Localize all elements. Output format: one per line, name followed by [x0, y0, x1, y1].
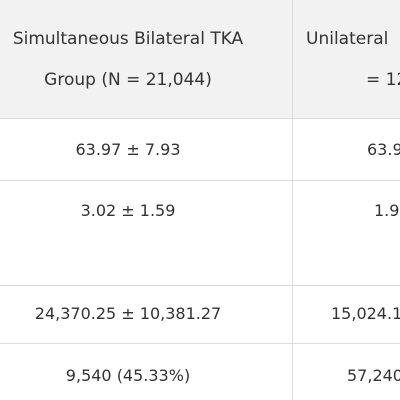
row-border [0, 285, 400, 286]
cell: 63.97 ± 7.93 [75, 140, 181, 159]
cell: 24,370.25 ± 10,381.27 [34, 304, 222, 323]
cell: 1.9 [374, 201, 400, 220]
header-cell: Unilateral [306, 29, 389, 49]
cell: 9,540 (45.33%) [65, 366, 191, 385]
row-border [0, 343, 400, 344]
header-cell: = 12 [366, 70, 400, 90]
cell: 3.02 ± 1.59 [80, 201, 176, 220]
cell: 15,024.1 [331, 304, 400, 323]
cell: 57,240 [347, 366, 400, 385]
row-border [0, 118, 400, 119]
row-border [0, 180, 400, 181]
header-cell: Group (N = 21,044) [44, 70, 212, 90]
header-cell: Simultaneous Bilateral TKA [12, 29, 244, 49]
header-background [0, 0, 400, 118]
cell: 63.9 [367, 140, 400, 159]
column-border [292, 0, 293, 400]
